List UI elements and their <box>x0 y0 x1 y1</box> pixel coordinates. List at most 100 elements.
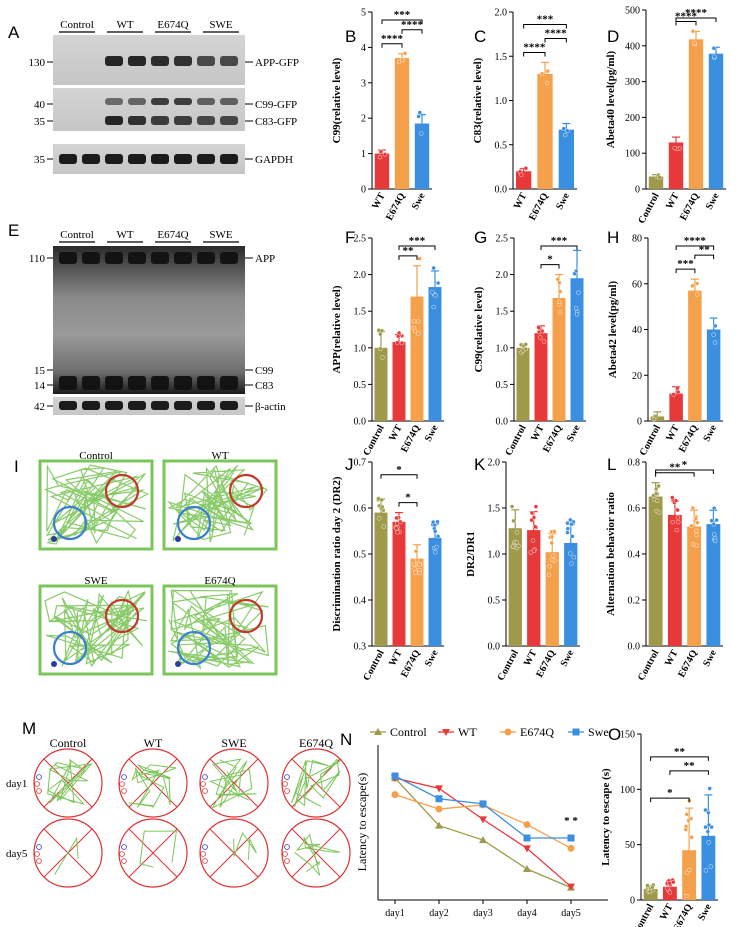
x-tick-label: day5 <box>561 908 580 919</box>
data-point <box>665 886 670 891</box>
bar-WT <box>669 393 683 421</box>
blot-band <box>174 56 192 66</box>
arena-label: SWE <box>84 575 108 587</box>
platform-marker <box>36 774 42 780</box>
data-point <box>394 515 399 521</box>
data-point <box>676 389 681 395</box>
blot-band-name: APP-GFP <box>255 57 299 69</box>
blot-band <box>151 154 169 164</box>
data-point <box>568 517 573 523</box>
y-tick-label: 0 <box>630 896 635 907</box>
y-tick-label: 400 <box>625 41 640 52</box>
data-point <box>380 355 385 360</box>
significance-bracket <box>675 268 696 274</box>
blot-band <box>197 154 215 164</box>
y-tick-label: 0.4 <box>354 596 367 607</box>
platform-marker <box>284 858 290 864</box>
bar-Swe <box>558 129 575 189</box>
blot-band <box>128 252 146 264</box>
line-marker <box>435 821 443 829</box>
data-point <box>712 54 717 59</box>
y-tick-label: 1.5 <box>488 504 501 515</box>
object-zone-familiar <box>52 505 88 541</box>
data-point <box>419 131 424 136</box>
y-tick-label: 1.0 <box>496 343 509 354</box>
data-point <box>378 149 384 154</box>
data-point <box>545 68 550 74</box>
data-point <box>711 506 717 511</box>
data-point <box>511 518 516 524</box>
data-point <box>544 80 550 86</box>
blot-strip <box>53 35 245 85</box>
blot-membrane <box>53 35 245 85</box>
y-axis-label: C99(relative level) <box>473 286 485 372</box>
bar-E674Q <box>687 526 702 646</box>
bar-WT <box>668 142 684 189</box>
x-tick-label: day4 <box>517 908 536 919</box>
significance-label: **** <box>523 41 546 53</box>
arena-label: WT <box>211 450 228 462</box>
data-point <box>688 816 694 821</box>
significance-bracket <box>655 472 695 477</box>
significance-bracket <box>523 23 567 29</box>
significance-bracket <box>398 255 418 260</box>
data-point <box>514 540 519 545</box>
data-point <box>654 498 660 503</box>
bar-Swe <box>706 329 721 421</box>
significance-bracket <box>669 770 709 775</box>
y-tick-label: 300 <box>625 77 640 88</box>
data-point <box>571 555 577 560</box>
object-zone-familiar <box>176 630 212 666</box>
bar-Control <box>648 176 664 189</box>
x-category-label: Control <box>636 191 661 226</box>
data-point <box>411 319 417 324</box>
blot-band <box>105 116 123 125</box>
blot-band <box>220 98 238 105</box>
object-zone-familiar <box>52 630 88 666</box>
y-tick-label: 0 <box>635 185 640 196</box>
data-point <box>569 521 574 527</box>
line-marker <box>523 821 531 829</box>
blot-band <box>128 154 146 164</box>
data-point <box>672 145 677 151</box>
platform-marker <box>119 781 125 787</box>
data-point <box>690 28 696 34</box>
data-point <box>711 332 716 337</box>
platform-marker <box>36 858 42 864</box>
y-tick-label: 0.0 <box>354 417 367 428</box>
data-point <box>675 515 681 520</box>
y-tick-label: 0.2 <box>628 596 641 607</box>
data-point <box>402 51 408 56</box>
bar-WT <box>667 514 682 646</box>
significance-bracket <box>655 469 714 474</box>
data-point <box>568 551 573 556</box>
line-marker <box>391 772 399 780</box>
data-point <box>529 517 534 523</box>
y-axis-label: Latency to escape(s) <box>355 773 369 872</box>
y-axis-label: C83(relative level) <box>472 57 484 143</box>
maze-group-label: SWE <box>221 736 246 750</box>
bar-WT <box>374 153 390 189</box>
significance-bracket <box>381 43 403 48</box>
panel-label-A: A <box>8 23 20 42</box>
bar-E674Q <box>410 558 424 646</box>
swim-track <box>139 830 177 868</box>
line-marker <box>523 865 531 872</box>
platform-marker <box>36 788 42 794</box>
data-point <box>533 524 538 529</box>
y-tick-label: 5 <box>361 8 366 19</box>
data-point <box>533 504 539 509</box>
maze-pool <box>199 748 269 818</box>
y-tick-label: 50 <box>625 840 635 851</box>
data-point <box>695 520 700 525</box>
bar-E674Q <box>394 58 410 189</box>
data-point <box>551 553 556 558</box>
movement-track <box>168 589 269 670</box>
swim-track <box>294 833 340 876</box>
maze-pool <box>281 748 351 818</box>
y-tick-label: 20 <box>632 371 642 382</box>
data-point <box>569 561 574 566</box>
